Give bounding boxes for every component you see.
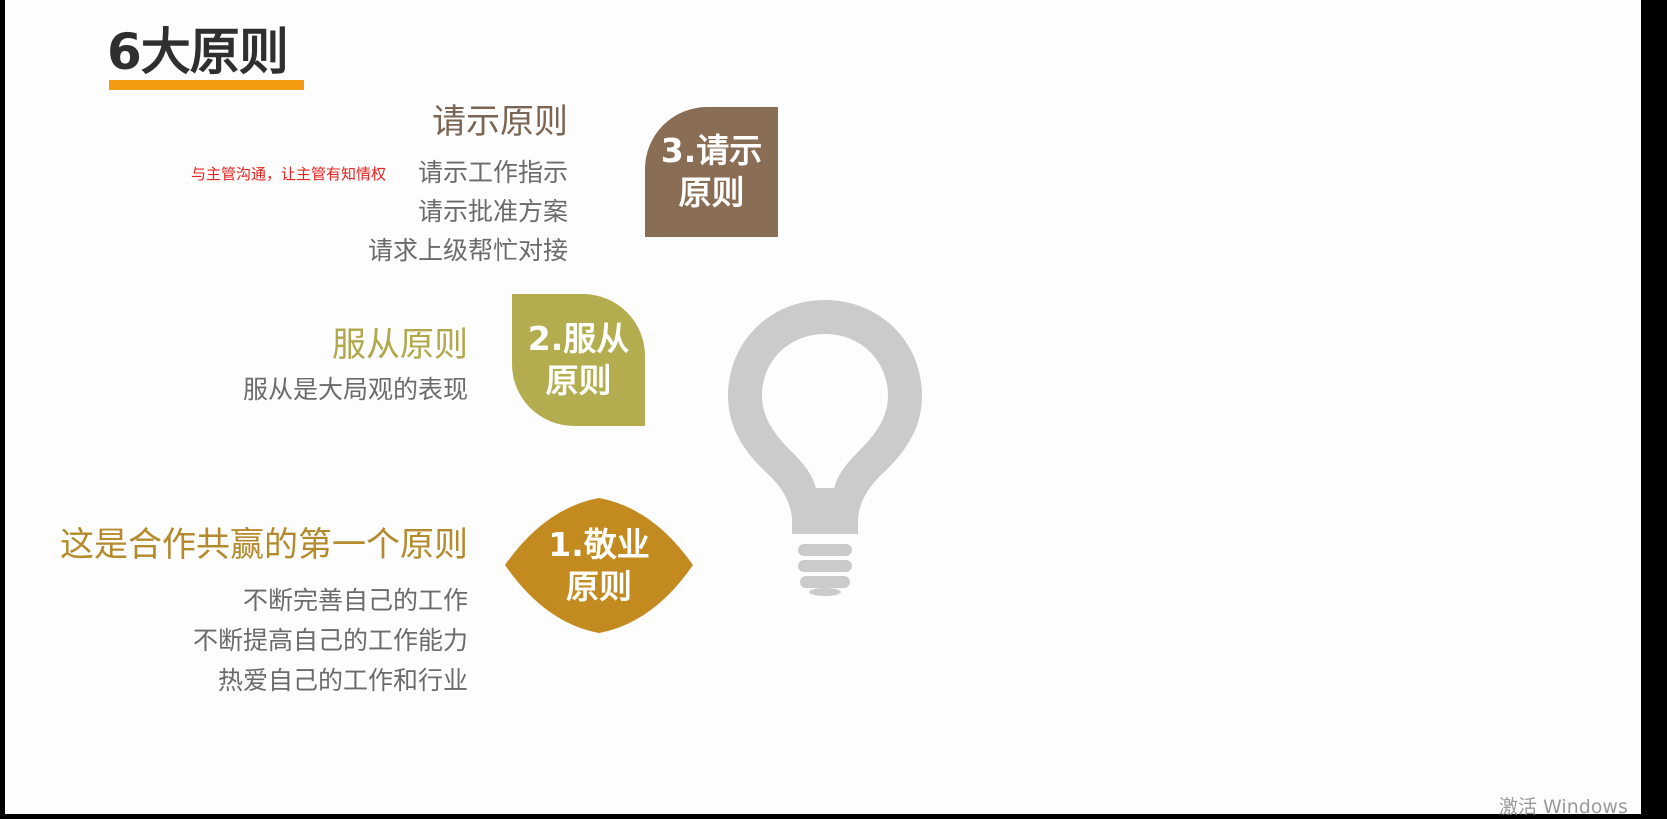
principle3-item-3: 请求上级帮忙对接	[367, 236, 568, 265]
principle2-badge-line1: 2.服从	[527, 319, 630, 358]
principle2-badge-line2: 原则	[545, 361, 612, 400]
principle1-item-3: 热爱自己的工作和行业	[217, 666, 468, 695]
principle3-badge-line1: 3.请示	[660, 131, 763, 170]
principle2-badge: 2.服从 原则	[512, 294, 645, 426]
principle1-badge-line2: 原则	[566, 566, 632, 606]
principle1-item-2: 不断提高自己的工作能力	[192, 626, 468, 655]
windows-activation-watermark: 激活 Windows	[1499, 796, 1628, 818]
principle2-heading: 服从原则	[332, 325, 468, 365]
lightbulb-icon	[728, 300, 922, 596]
principle3-badge: 3.请示 原则	[645, 107, 778, 237]
principle2-item-1: 服从是大局观的表现	[242, 375, 468, 404]
principle3-note: 与主管沟通，让主管有知情权	[191, 165, 387, 183]
principle1-heading: 这是合作共赢的第一个原则	[60, 525, 468, 565]
principle3-badge-line2: 原则	[678, 173, 745, 212]
slide-title: 6大原则	[107, 23, 289, 81]
principle3-heading: 请示原则	[432, 102, 568, 142]
title-underline	[109, 80, 304, 90]
principle3-item-1: 请示工作指示	[417, 158, 568, 187]
presentation-slide: 6大原则 请示原则 与主管沟通，让主管有知情权 请示工作指示 请示批准方案 请求…	[5, 0, 1641, 814]
principle1-badge-shape	[505, 498, 693, 633]
principle1-item-1: 不断完善自己的工作	[242, 586, 468, 615]
principle1-badge: 1.敬业 原则	[505, 498, 693, 633]
principle1-badge-line1: 1.敬业	[548, 524, 650, 564]
principle3-item-2: 请示批准方案	[417, 197, 568, 226]
